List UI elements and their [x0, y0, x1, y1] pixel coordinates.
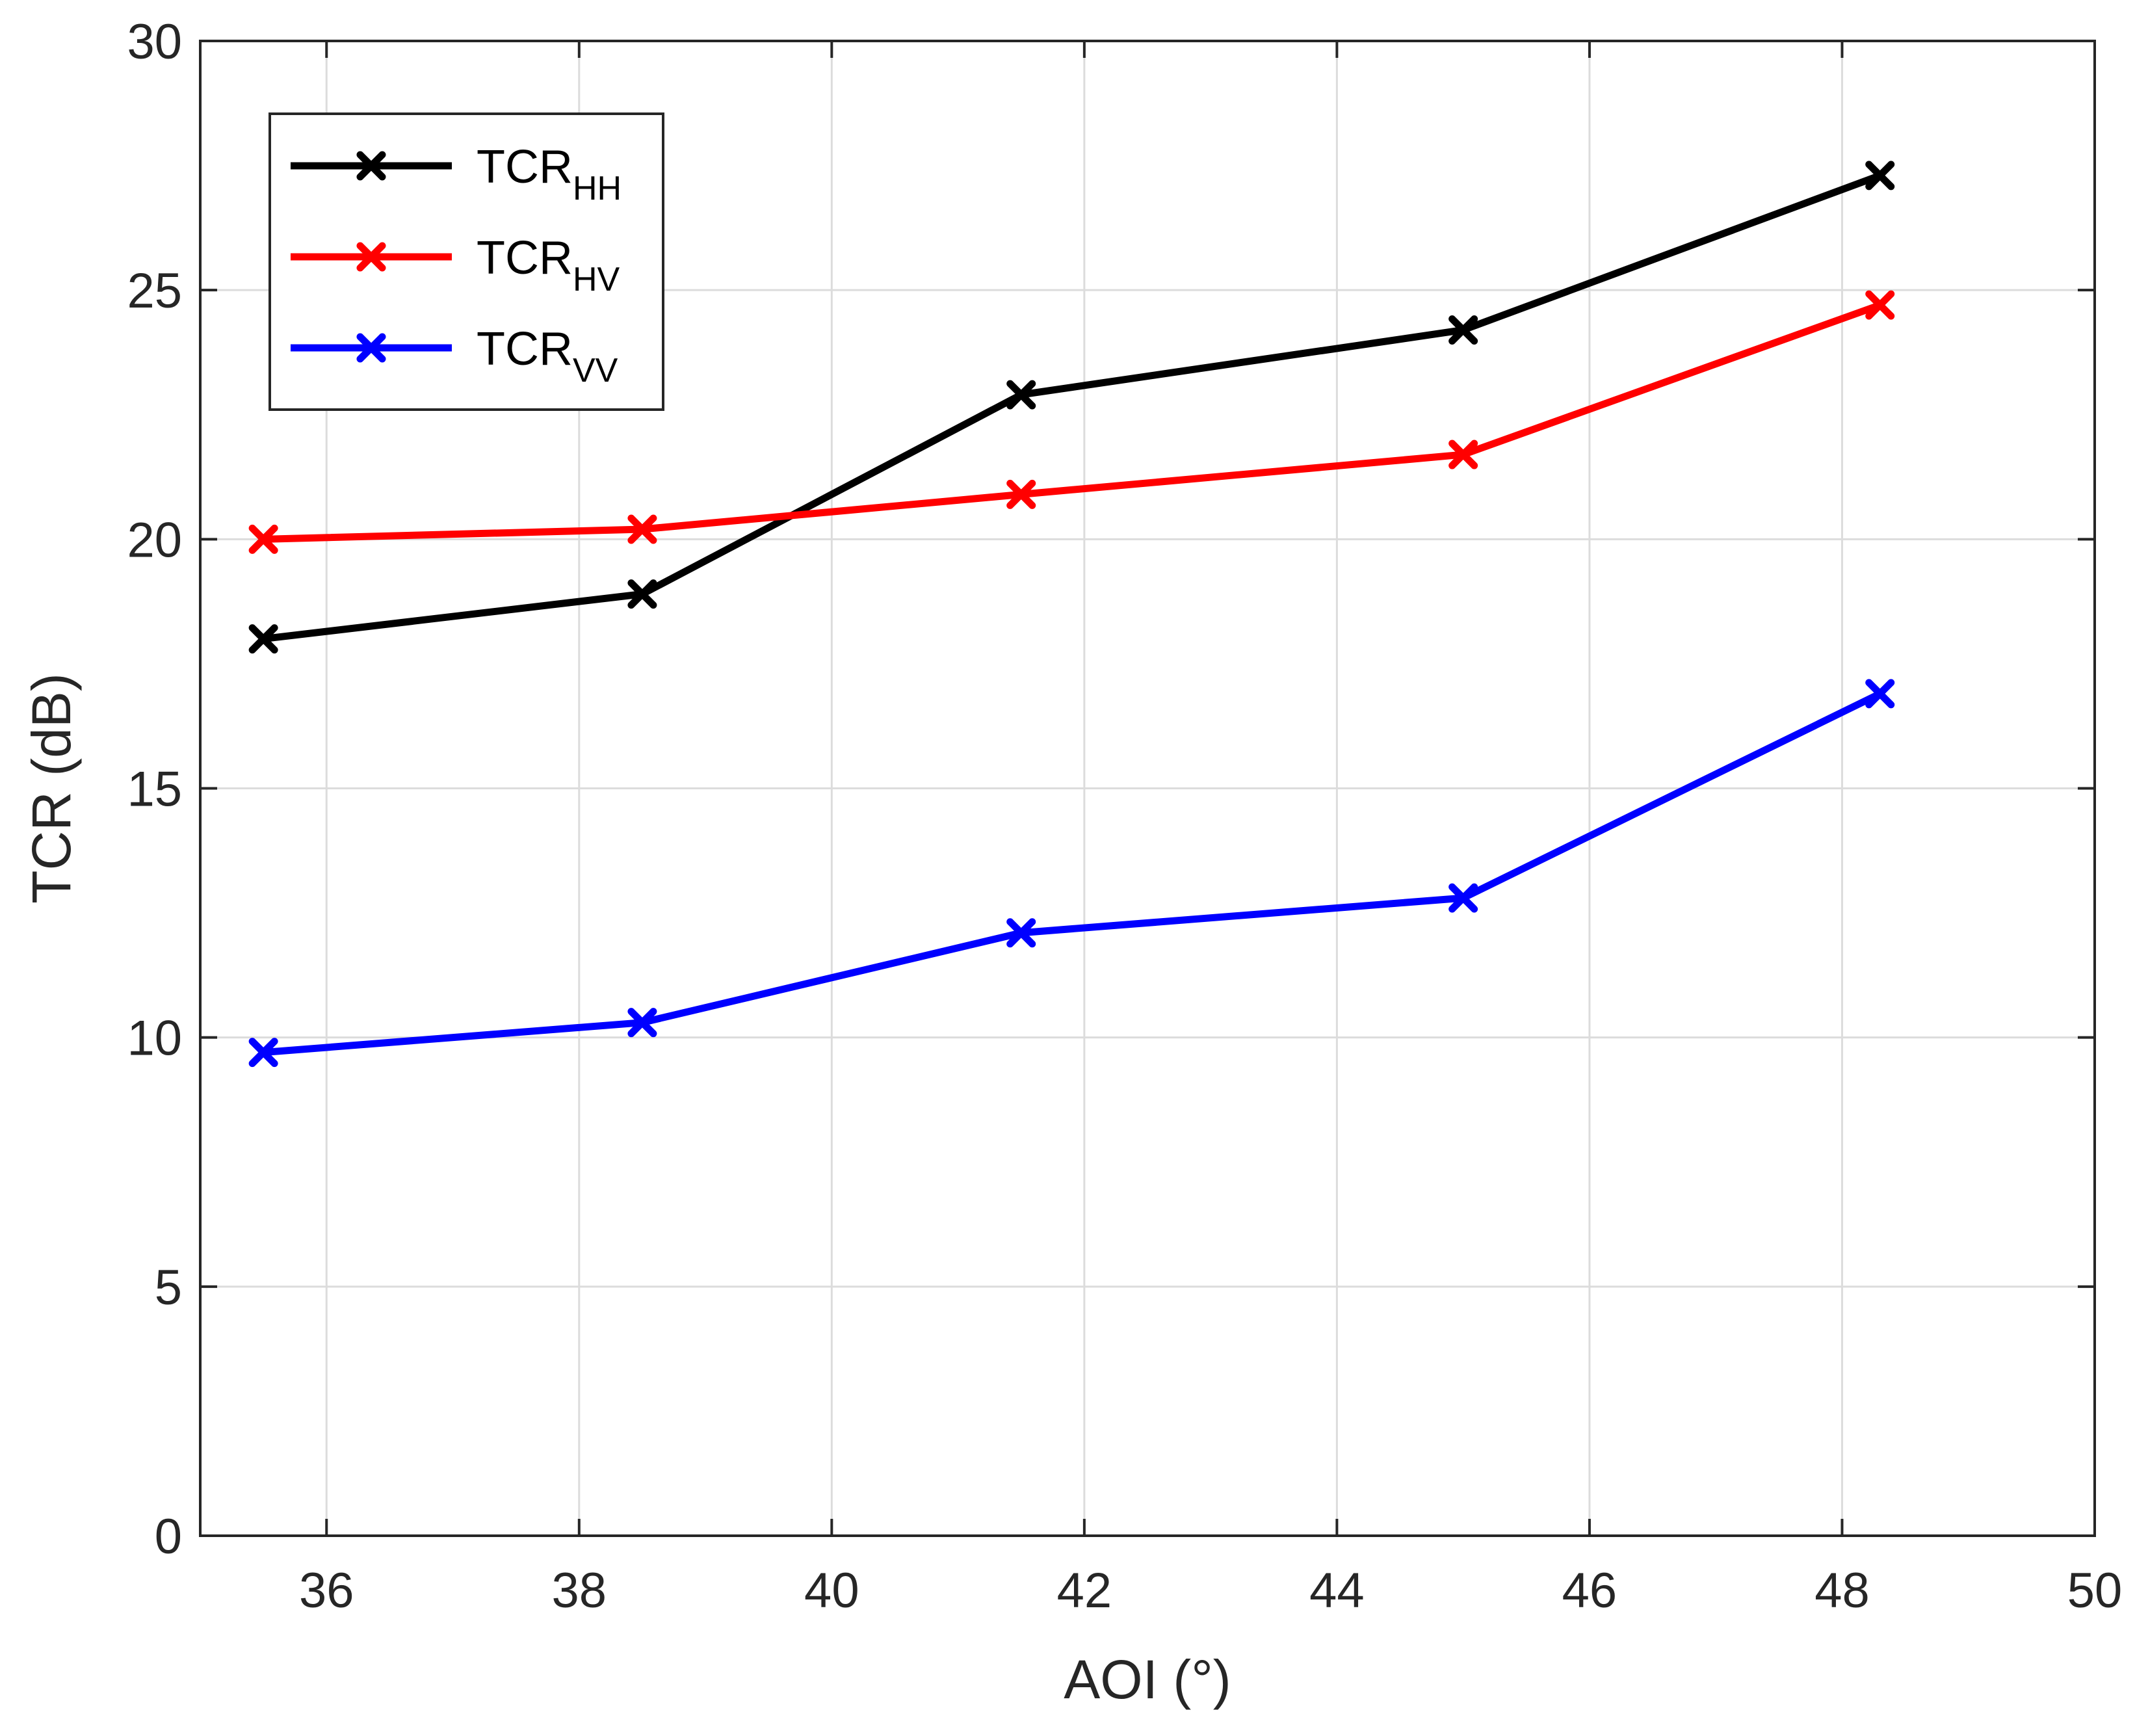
y-tick-label: 20 — [127, 512, 182, 568]
y-tick-label: 10 — [127, 1011, 182, 1066]
data-point — [248, 624, 278, 654]
legend-label-subscript: HH — [573, 170, 622, 207]
x-tick-label: 44 — [1309, 1563, 1365, 1618]
data-point — [1865, 679, 1895, 709]
marker-stroke — [248, 1038, 278, 1068]
x-tick-label: 36 — [299, 1563, 354, 1618]
data-point — [248, 524, 278, 554]
data-series — [248, 161, 1895, 1068]
marker-stroke — [1448, 883, 1478, 913]
legend-item-vv: TCRVV — [291, 323, 618, 389]
data-point — [627, 514, 657, 544]
marker-stroke — [356, 151, 386, 181]
series-hh — [248, 161, 1895, 654]
data-point — [1006, 380, 1036, 410]
legend-marker — [356, 151, 386, 181]
legend-label-main: TCR — [477, 141, 573, 193]
marker-stroke — [1006, 380, 1036, 410]
y-tick-label: 0 — [155, 1509, 182, 1564]
data-point — [627, 579, 657, 609]
x-tick-label: 40 — [804, 1563, 859, 1618]
legend-item-hv: TCRHV — [291, 232, 620, 298]
y-tick-label: 15 — [127, 762, 182, 817]
x-tick-label: 50 — [2067, 1563, 2123, 1618]
legend-label: TCRVV — [477, 323, 618, 389]
legend-label: TCRHV — [477, 232, 620, 298]
axis-ticks: 36 38 40 42 44 46 48 50 0 5 10 15 20 25 30 — [127, 14, 2122, 1618]
data-point — [1448, 315, 1478, 345]
marker-stroke — [1865, 161, 1895, 191]
marker-stroke — [1448, 440, 1478, 469]
data-point — [248, 1038, 278, 1068]
legend-label: TCRHH — [477, 141, 622, 207]
y-tick-label: 25 — [127, 263, 182, 319]
legend-marker — [356, 333, 386, 363]
y-tick-label: 5 — [155, 1260, 182, 1315]
x-axis-title: AOI (°) — [1064, 1649, 1231, 1710]
data-point — [1865, 290, 1895, 320]
marker-stroke — [1006, 918, 1036, 948]
marker-stroke — [1006, 479, 1036, 509]
marker-stroke — [248, 624, 278, 654]
marker-stroke — [356, 333, 386, 363]
x-tick-label: 42 — [1057, 1563, 1112, 1618]
marker-stroke — [1865, 679, 1895, 709]
legend-label-main: TCR — [477, 323, 573, 375]
marker-stroke — [248, 524, 278, 554]
grid — [200, 41, 2095, 1536]
legend-label-subscript: HV — [573, 261, 620, 298]
data-point — [1006, 918, 1036, 948]
marker-stroke — [356, 242, 386, 272]
data-point — [1448, 440, 1478, 469]
legend-marker — [356, 242, 386, 272]
data-point — [1006, 479, 1036, 509]
data-point — [627, 1008, 657, 1038]
y-axis-title: TCR (dB) — [21, 673, 82, 904]
marker-stroke — [627, 1008, 657, 1038]
series-hv — [248, 290, 1895, 554]
series-vv — [248, 679, 1895, 1068]
marker-stroke — [1448, 315, 1478, 345]
x-tick-label: 46 — [1562, 1563, 1618, 1618]
legend-label-main: TCR — [477, 232, 573, 284]
marker-stroke — [1865, 290, 1895, 320]
marker-stroke — [627, 579, 657, 609]
legend-item-hh: TCRHH — [291, 141, 622, 207]
legend-label-subscript: VV — [573, 352, 618, 389]
data-point — [1448, 883, 1478, 913]
marker-stroke — [627, 514, 657, 544]
y-tick-label: 30 — [127, 14, 182, 70]
data-point — [1865, 161, 1895, 191]
x-tick-label: 48 — [1814, 1563, 1870, 1618]
x-tick-label: 38 — [552, 1563, 607, 1618]
